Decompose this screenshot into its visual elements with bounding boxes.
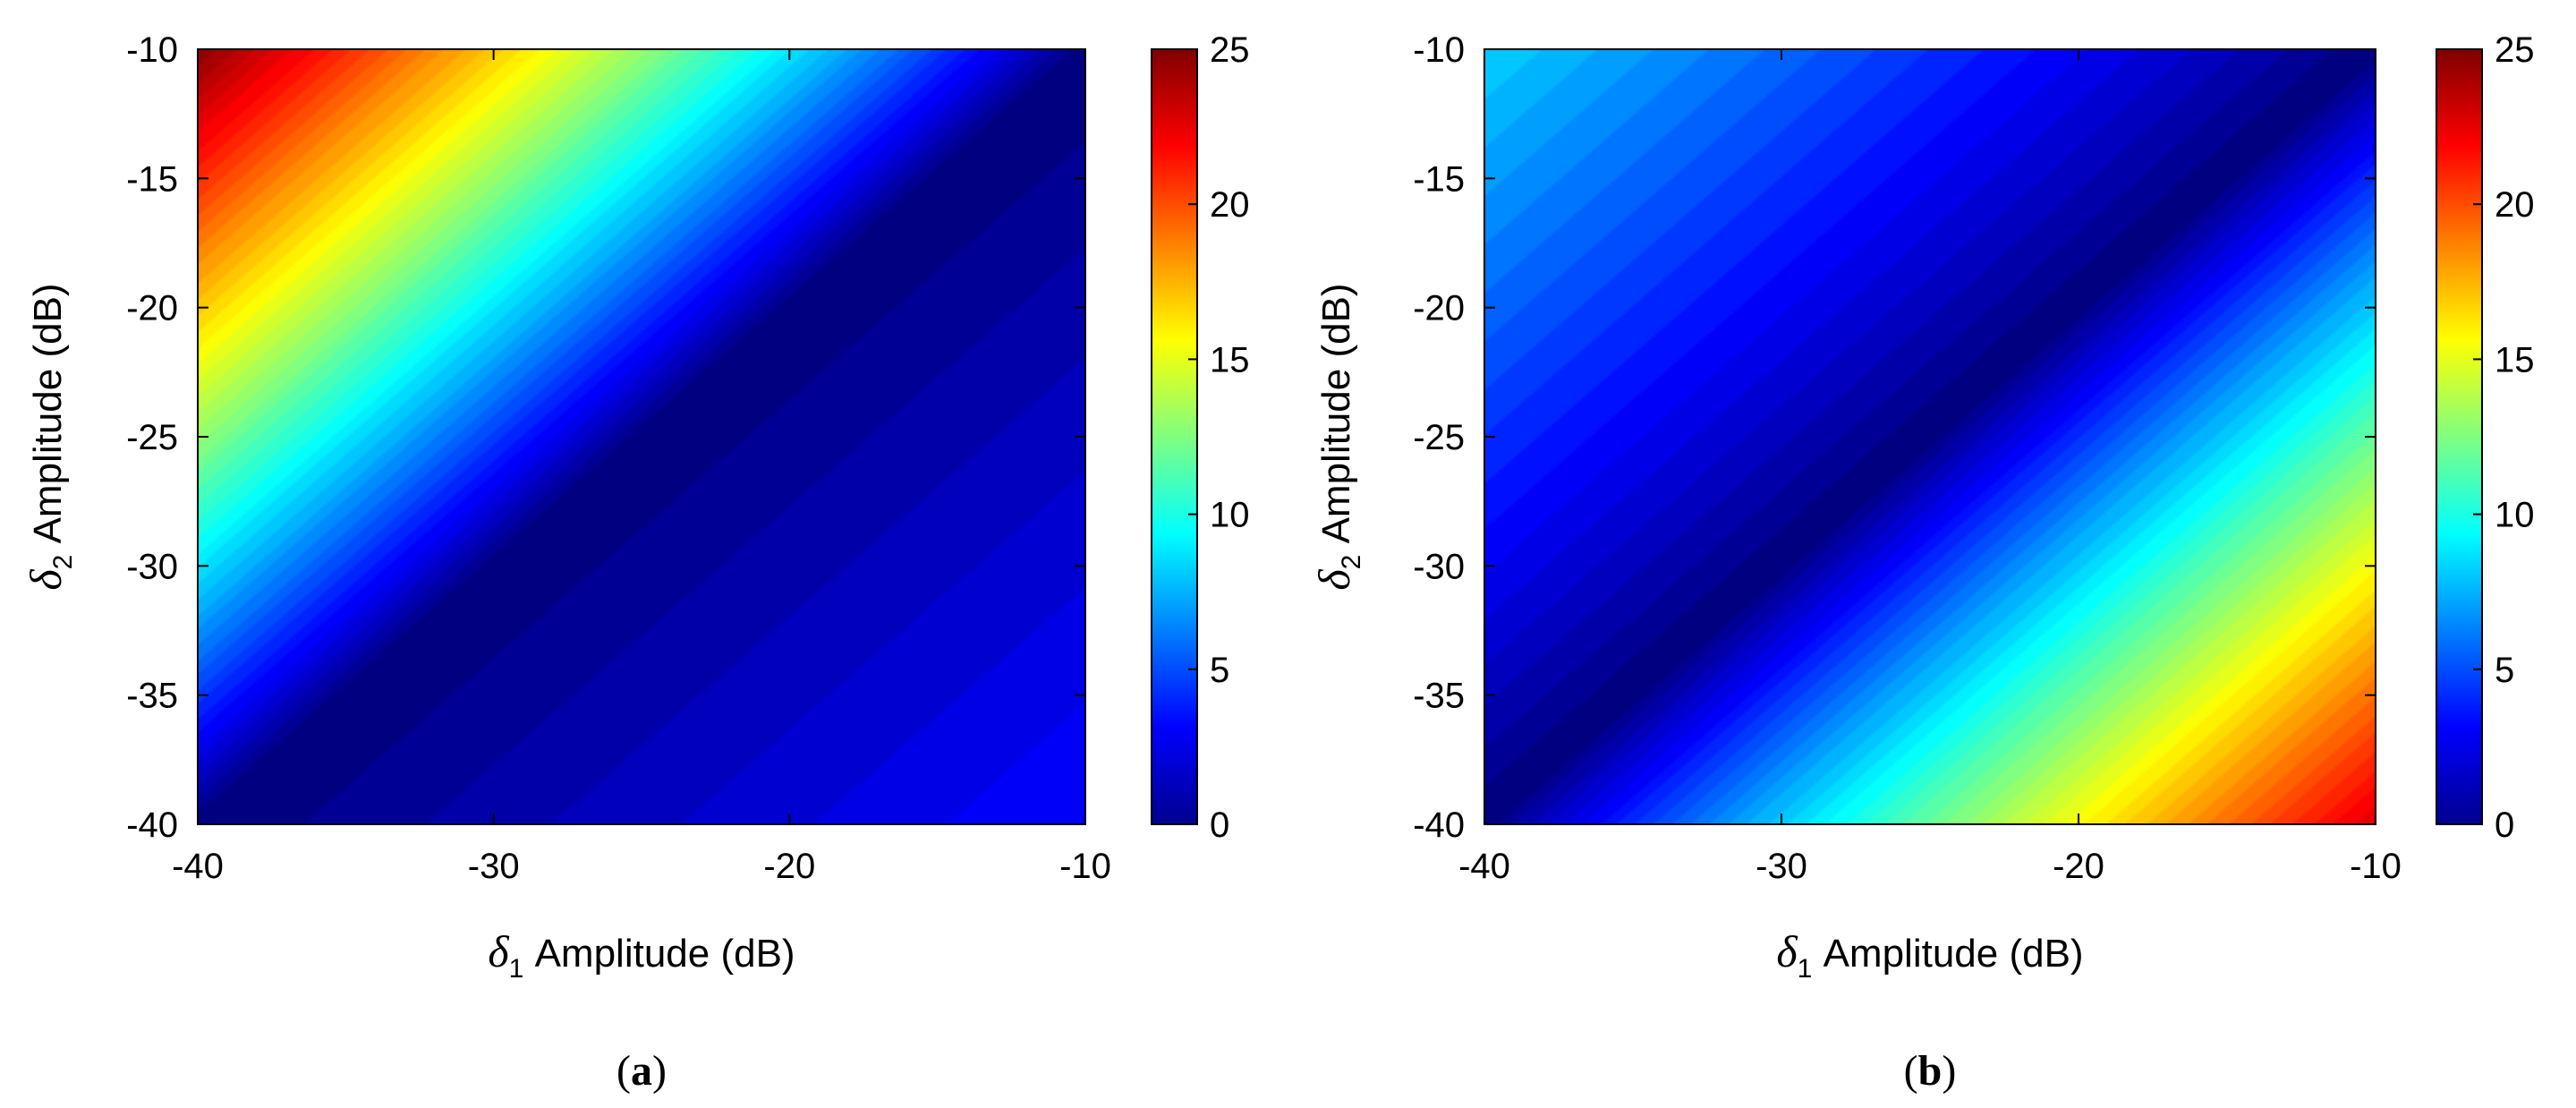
colorbar-tick-label: 5 — [2495, 651, 2514, 690]
y-tick-label: -40 — [1413, 805, 1465, 845]
y-axis-symbol-a: δ — [21, 569, 71, 591]
colorbar-tick-label: 10 — [2495, 496, 2535, 535]
x-tick-label: -40 — [1458, 847, 1510, 886]
x-tick-label: -20 — [763, 847, 815, 886]
y-axis-subscript-b: 2 — [1337, 555, 1366, 570]
panel-b: -40 -30 -20 -10 -10-15-20-25-30-35-40 25201… — [1309, 30, 2535, 1095]
colorbar-tick-label: 25 — [2495, 30, 2535, 70]
colorbar-tick-label: 0 — [1210, 805, 1229, 845]
x-tick-label: -10 — [1059, 847, 1111, 886]
y-tick-label: -30 — [126, 547, 178, 586]
colorbar-tick-label: 20 — [2495, 185, 2535, 225]
x-tick-label: -20 — [2053, 847, 2104, 886]
x-axis-subscript-a: 1 — [509, 954, 524, 984]
y-tick-label: -10 — [126, 30, 178, 70]
colorbar-tick-label: 20 — [1210, 185, 1250, 225]
y-tick-label: -15 — [1413, 159, 1465, 199]
x-ticks-a: -40 -30 -20 -10 — [172, 49, 1111, 886]
panel-letter-a: a — [631, 1047, 652, 1095]
y-tick-label: -35 — [126, 677, 178, 716]
colorbar-tick-label: 15 — [1210, 340, 1250, 379]
panel-label-b: (b) — [1904, 1047, 1957, 1095]
y-axis-label-a: δ2 Amplitude (dB) — [21, 283, 78, 590]
x-axis-text-a: Amplitude (dB) — [523, 932, 795, 976]
panel-label-a: (a) — [616, 1047, 667, 1095]
y-tick-label: -35 — [1413, 677, 1465, 716]
colorbar-tick-label: 5 — [1210, 651, 1229, 690]
y-tick-label: -10 — [1413, 30, 1465, 70]
colorbar-a: 25 20 15 10 5 0 — [1151, 30, 1250, 845]
y-ticks-a: -10 -15 -20 -25 -30 -35 -40 — [126, 30, 1085, 845]
y-tick-label: -40 — [126, 805, 178, 845]
x-tick-label: -30 — [1756, 847, 1807, 886]
colorbar-ticks-a: 25 20 15 10 5 0 — [1188, 30, 1250, 845]
x-axis-subscript-b: 1 — [1798, 954, 1813, 984]
heatmap-image-a — [198, 49, 1085, 824]
y-axis-text-a: Amplitude (dB) — [26, 283, 70, 554]
x-axis-text-b: Amplitude (dB) — [1812, 932, 2083, 976]
x-tick-label: -40 — [172, 847, 224, 886]
colorbar-ticks-b: 25 20 15 10 5 0 — [2473, 30, 2535, 845]
y-tick-label: -25 — [1413, 418, 1465, 457]
x-axis-label-b: δ1 Amplitude (dB) — [1776, 926, 2083, 984]
colorbar-tick-label: 10 — [1210, 496, 1250, 535]
y-axis-text-b: Amplitude (dB) — [1314, 283, 1358, 554]
y-axis-label-b: δ2 Amplitude (dB) — [1309, 283, 1366, 590]
panel-letter-b: b — [1918, 1047, 1943, 1095]
y-tick-label: -15 — [126, 159, 178, 199]
colorbar-tick-label: 0 — [2495, 805, 2514, 845]
y-axis-symbol-b: δ — [1309, 569, 1359, 591]
panel-a: -40 -30 -20 -10 -10-15-20-25-30-35-40 25201… — [21, 30, 1250, 1095]
colorbar-tick-label: 25 — [1210, 30, 1250, 70]
x-axis-label-a: δ1 Amplitude (dB) — [488, 926, 795, 984]
colorbar-gradient-a — [1151, 48, 1198, 825]
colorbar-gradient-b — [2436, 48, 2483, 825]
heatmap-a — [197, 48, 1086, 825]
y-tick-label: -20 — [1413, 289, 1465, 328]
y-ticks-b: -10 -15 -20 -25 -30 -35 -40 — [1413, 30, 2376, 845]
y-tick-label: -20 — [126, 289, 178, 328]
x-tick-label: -10 — [2350, 847, 2402, 886]
colorbar-tick-label: 15 — [2495, 340, 2535, 379]
x-axis-symbol-b: δ — [1776, 926, 1798, 976]
heatmap-image-b — [1484, 49, 2376, 824]
y-tick-label: -25 — [126, 418, 178, 457]
x-tick-label: -30 — [468, 847, 520, 886]
x-axis-symbol-a: δ — [488, 926, 509, 976]
colorbar-b: 25 20 15 10 5 0 — [2436, 30, 2535, 845]
x-ticks-b: -40 -30 -20 -10 — [1458, 49, 2402, 886]
y-axis-subscript-a: 2 — [48, 555, 78, 570]
heatmap-b — [1484, 48, 2376, 825]
y-tick-label: -30 — [1413, 547, 1465, 586]
